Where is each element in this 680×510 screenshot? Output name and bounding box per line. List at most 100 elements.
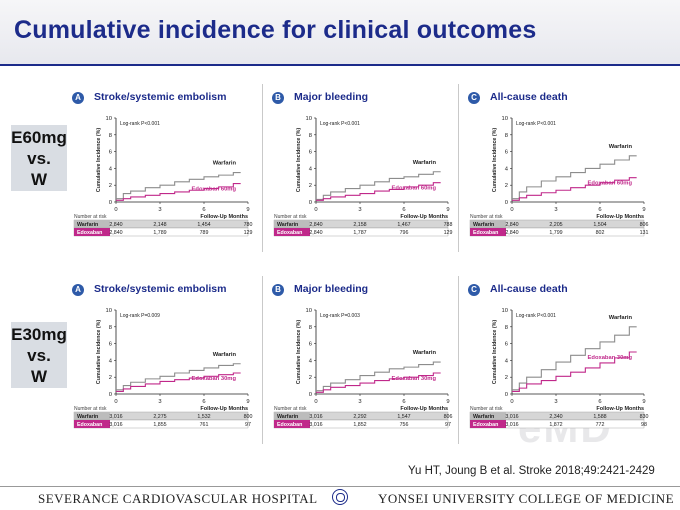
- risk-table-cell: 1,872: [549, 422, 562, 428]
- risk-table-cell: 1,799: [549, 230, 562, 236]
- x-tick-label: 3: [158, 399, 161, 405]
- km-chart-svg: 0 2 4 6 8 10 0 3 6 9 Cumulative Incidence (%) Follo…: [273, 308, 452, 429]
- x-tick-label: 0: [314, 399, 317, 405]
- risk-table-cell: 97: [245, 422, 251, 428]
- chart-title: Major bleeding: [294, 91, 369, 103]
- y-tick-label: 2: [109, 375, 112, 381]
- row-label-line: W: [30, 169, 48, 189]
- y-axis-label: Cumulative Incidence (%): [492, 320, 498, 384]
- risk-table-cell: 802: [596, 230, 605, 236]
- risk-table-cell: 2,840: [309, 230, 322, 236]
- risk-table-row-header: [274, 220, 310, 228]
- risk-table-cell: 2,148: [153, 222, 166, 228]
- risk-table-title: Number at risk: [274, 406, 307, 412]
- risk-table-cell: 129: [444, 230, 453, 236]
- risk-table-cell: 1,588: [593, 414, 606, 420]
- row-label-line: E30mg: [11, 324, 67, 344]
- logrank-label: Log-rank P<0.001: [120, 121, 160, 127]
- risk-table-cell: 1,855: [153, 422, 166, 428]
- risk-table-title: Number at risk: [74, 214, 107, 220]
- series-label: Warfarin: [413, 160, 437, 166]
- row-label-e30: E30mg vs. W: [11, 322, 67, 388]
- risk-table-row-label: Edoxaban: [77, 422, 102, 428]
- risk-table-cell: 806: [640, 222, 649, 228]
- risk-table-cell: 1,852: [353, 422, 366, 428]
- panel-letter-badge: A: [72, 284, 84, 296]
- y-tick-label: 4: [505, 166, 509, 172]
- panel-letter-badge: C: [468, 284, 480, 296]
- risk-table-row-header: [74, 220, 110, 228]
- risk-table-row-header: [470, 412, 506, 420]
- risk-table-row-label: Warfarin: [473, 222, 494, 228]
- y-tick-label: 2: [505, 183, 508, 189]
- y-tick-label: 2: [505, 375, 508, 381]
- risk-table-title: Number at risk: [274, 214, 307, 220]
- panel-divider: [458, 276, 459, 444]
- risk-table-cell: 789: [200, 230, 209, 236]
- x-tick-label: 6: [598, 399, 601, 405]
- risk-table-cell: 2,840: [309, 222, 322, 228]
- y-axis-label: Cumulative Incidence (%): [96, 320, 102, 384]
- risk-table-row-label: Warfarin: [77, 222, 98, 228]
- km-series-line: [512, 177, 637, 201]
- risk-table-cell: 761: [200, 422, 209, 428]
- km-series-line: [116, 182, 241, 201]
- y-tick-label: 0: [505, 392, 508, 398]
- km-chart-svg: 0 2 4 6 8 10 0 3 6 9 Cumulative Incidence (%) Follo…: [73, 308, 252, 429]
- risk-table-cell: 830: [640, 414, 649, 420]
- y-tick-label: 0: [109, 392, 112, 398]
- slide-title: Cumulative incidence for clinical outcom…: [14, 16, 537, 44]
- y-tick-label: 8: [109, 325, 112, 331]
- y-axis-label: Cumulative Incidence (%): [296, 128, 302, 192]
- km-series-line: [512, 351, 637, 393]
- series-label: Edoxaban 30mg: [392, 376, 437, 382]
- y-tick-label: 6: [109, 150, 112, 156]
- panel-letter-badge: B: [272, 92, 284, 104]
- series-label: Warfarin: [213, 161, 237, 167]
- x-axis-label: Follow-Up Months: [400, 406, 448, 412]
- risk-table-cell: 2,158: [353, 222, 366, 228]
- risk-table-row-label: Edoxaban: [473, 230, 498, 236]
- km-series-line: [512, 326, 637, 391]
- x-tick-label: 3: [358, 207, 361, 213]
- x-tick-label: 3: [158, 207, 161, 213]
- y-tick-label: 0: [309, 200, 312, 206]
- chart-title: Major bleeding: [294, 283, 369, 295]
- university-seal-icon: [332, 489, 348, 505]
- citation: Yu HT, Joung B et al. Stroke 2018;49:242…: [408, 465, 655, 477]
- y-tick-label: 0: [309, 392, 312, 398]
- y-tick-label: 10: [306, 116, 312, 122]
- risk-table-cell: 2,840: [109, 222, 122, 228]
- km-chart-panel: C All-cause death 0 2 4 6 8 10 0 3 6 9 Cumulative In…: [468, 91, 649, 260]
- km-series-line: [316, 182, 441, 201]
- km-chart-panel: A Stroke/systemic embolism 0 2 4 6 8 10 0 3 6 9 Cumu…: [72, 91, 253, 260]
- risk-table-cell: 1,467: [397, 222, 410, 228]
- footer-hospital: SEVERANCE CARDIOVASCULAR HOSPITAL: [38, 491, 318, 506]
- risk-table-cell: 129: [244, 230, 253, 236]
- series-label: Edoxaban 30mg: [192, 376, 237, 382]
- y-tick-label: 8: [309, 325, 312, 331]
- km-chart-svg: 0 2 4 6 8 10 0 3 6 9 Cumulative Incidence (%) Follo…: [469, 116, 649, 237]
- risk-table-cell: 3,016: [505, 422, 518, 428]
- risk-table-row-header: [274, 228, 310, 236]
- y-tick-label: 0: [505, 200, 508, 206]
- km-series-line: [316, 361, 441, 392]
- y-tick-label: 10: [106, 308, 112, 314]
- title-bar: [0, 0, 680, 64]
- risk-table-cell: 3,016: [309, 414, 322, 420]
- series-label: Warfarin: [609, 315, 633, 321]
- risk-table-cell: 2,205: [549, 222, 562, 228]
- risk-table-cell: 3,016: [309, 422, 322, 428]
- series-label: Edoxaban 60mg: [192, 187, 237, 193]
- logrank-label: Log-rank P<0.001: [320, 121, 360, 127]
- y-tick-label: 6: [505, 150, 508, 156]
- x-tick-label: 9: [642, 399, 645, 405]
- y-tick-label: 6: [109, 342, 112, 348]
- x-axis-label: Follow-Up Months: [596, 406, 644, 412]
- logrank-label: Log-rank P=0.009: [120, 313, 160, 319]
- y-tick-label: 10: [106, 116, 112, 122]
- risk-table-row-header: [274, 412, 310, 420]
- risk-table-cell: 2,840: [505, 222, 518, 228]
- km-chart-panel: B Major bleeding 0 2 4 6 8 10 0 3 6 9 Cumulative Inc…: [272, 91, 453, 260]
- panel-letter-badge: B: [272, 284, 284, 296]
